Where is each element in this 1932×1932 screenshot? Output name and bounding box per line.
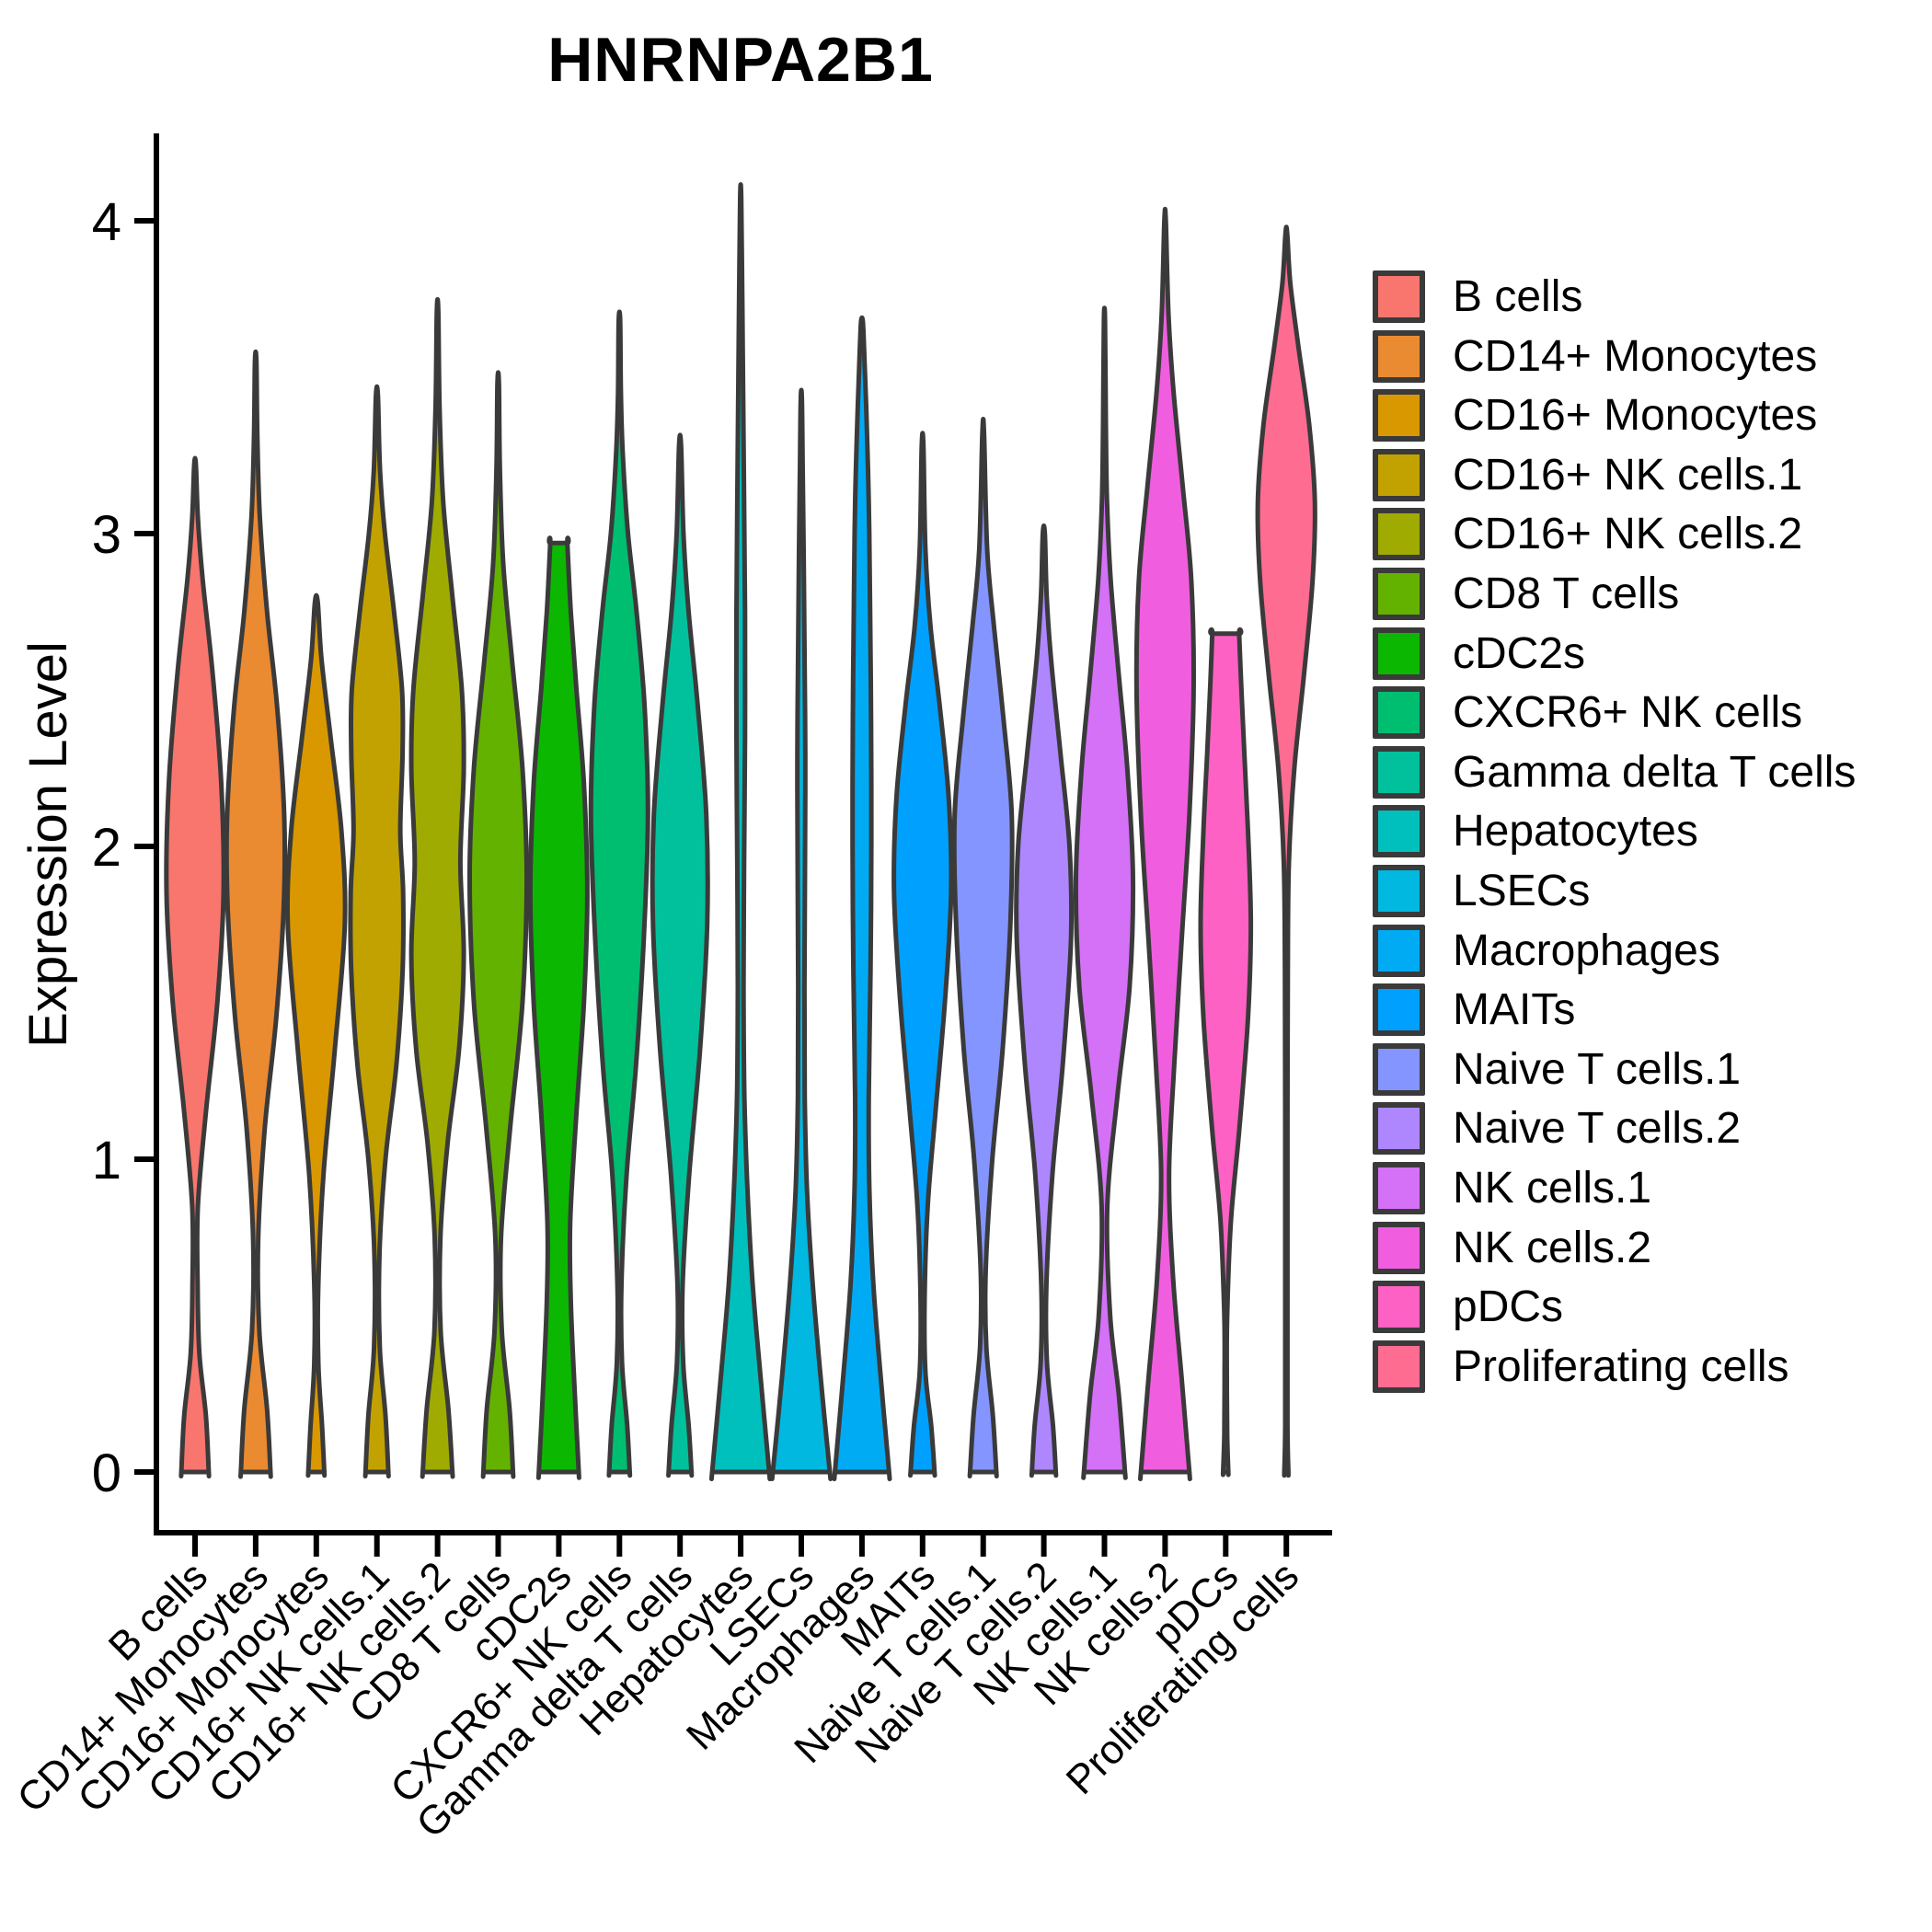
violin-cdc2s [527, 535, 590, 1480]
legend-label-naive-t-cells-2: Naive T cells.2 [1453, 1104, 1742, 1154]
legend-item-cxcr6-nk-cells: CXCR6+ NK cells [1373, 686, 1856, 740]
legend-item-macrophages: Macrophages [1373, 924, 1856, 977]
legend-swatch-proliferating-cells [1373, 1340, 1425, 1393]
legend-item-naive-t-cells-2: Naive T cells.2 [1373, 1102, 1856, 1156]
legend-swatch-cxcr6-nk-cells [1373, 686, 1425, 740]
violin-nk-cells-2 [1133, 206, 1196, 1481]
legend-label-cd8-t-cells: CD8 T cells [1453, 569, 1680, 618]
legend-label-cxcr6-nk-cells: CXCR6+ NK cells [1453, 688, 1803, 738]
legend-item-cd14-monocytes: CD14+ Monocytes [1373, 329, 1856, 383]
y-tick-label: 4 [92, 192, 121, 252]
violin-lsecs [769, 387, 834, 1481]
violin-cxcr6-nk-cells [588, 309, 650, 1478]
legend-swatch-maits [1373, 983, 1425, 1037]
legend-label-proliferating-cells: Proliferating cells [1453, 1341, 1789, 1391]
legend-swatch-nk-cells-1 [1373, 1161, 1425, 1214]
legend-label-hepatocytes: Hepatocytes [1453, 807, 1698, 857]
legend-label-maits: MAITs [1453, 985, 1576, 1035]
legend-swatch-b-cells [1373, 270, 1425, 323]
legend-label-gamma-delta-t-cells: Gamma delta T cells [1453, 747, 1857, 797]
legend-item-cd16-nk-cells-1: CD16+ NK cells.1 [1373, 448, 1856, 501]
legend-item-gamma-delta-t-cells: Gamma delta T cells [1373, 745, 1857, 799]
legend-label-b-cells: B cells [1453, 272, 1583, 321]
legend-swatch-cd8-t-cells [1373, 567, 1425, 620]
legend-label-cdc2s: cDC2s [1453, 628, 1586, 678]
legend-label-naive-t-cells-1: Naive T cells.1 [1453, 1044, 1742, 1094]
violin-proliferating-cells [1255, 224, 1317, 1478]
legend-item-proliferating-cells: Proliferating cells [1373, 1340, 1856, 1393]
plot-title: HNRNPA2B1 [547, 25, 934, 95]
legend-label-cd16-monocytes: CD16+ Monocytes [1453, 391, 1818, 441]
violin-cd8-t-cells [467, 370, 529, 1479]
y-tick-label: 1 [92, 1131, 121, 1190]
y-axis-title: Expression Level [18, 641, 78, 1048]
y-tick-label: 3 [92, 505, 121, 565]
violin-pdcs [1198, 627, 1254, 1478]
legend-item-cd8-t-cells: CD8 T cells [1373, 567, 1856, 620]
violin-cd14-monocytes [224, 349, 288, 1479]
legend-item-cd16-nk-cells-2: CD16+ NK cells.2 [1373, 508, 1856, 561]
legend-label-cd16-nk-cells-1: CD16+ NK cells.1 [1453, 450, 1803, 500]
legend-swatch-cd16-monocytes [1373, 389, 1425, 443]
legend-swatch-nk-cells-2 [1373, 1221, 1425, 1274]
legend-label-cd14-monocytes: CD14+ Monocytes [1453, 331, 1818, 381]
legend-swatch-naive-t-cells-1 [1373, 1042, 1425, 1096]
legend-item-nk-cells-1: NK cells.1 [1373, 1161, 1856, 1214]
violin-b-cells [164, 455, 226, 1478]
violin-macrophages [832, 315, 892, 1481]
legend-swatch-cd16-nk-cells-2 [1373, 508, 1425, 561]
legend-swatch-cdc2s [1373, 627, 1425, 680]
legend-label-nk-cells-1: NK cells.1 [1453, 1163, 1652, 1213]
legend-swatch-naive-t-cells-2 [1373, 1102, 1425, 1156]
legend-item-pdcs: pDCs [1373, 1281, 1856, 1334]
legend-swatch-lsecs [1373, 864, 1425, 917]
legend-item-maits: MAITs [1373, 983, 1856, 1037]
violin-naive-t-cells-2 [1014, 523, 1075, 1478]
violins-group [164, 181, 1317, 1481]
violin-naive-t-cells-1 [951, 416, 1015, 1478]
legend-label-cd16-nk-cells-2: CD16+ NK cells.2 [1453, 510, 1803, 559]
y-tick-label: 2 [92, 818, 121, 878]
legend-item-b-cells: B cells [1373, 270, 1856, 323]
legend-swatch-gamma-delta-t-cells [1373, 745, 1425, 799]
legend-swatch-macrophages [1373, 924, 1425, 977]
legend-label-lsecs: LSECs [1453, 866, 1591, 915]
legend-item-cd16-monocytes: CD16+ Monocytes [1373, 389, 1856, 443]
legend-item-naive-t-cells-1: Naive T cells.1 [1373, 1042, 1856, 1096]
y-tick-label: 0 [92, 1443, 121, 1503]
violin-hepatocytes [708, 181, 773, 1481]
violin-cd16-monocytes [284, 592, 348, 1478]
violin-nk-cells-1 [1073, 305, 1136, 1480]
legend-item-lsecs: LSECs [1373, 864, 1856, 917]
legend-label-nk-cells-2: NK cells.2 [1453, 1223, 1652, 1272]
y-axis-ticks: 0 1 2 3 4 [92, 192, 156, 1503]
legend-label-pdcs: pDCs [1453, 1282, 1564, 1332]
legend-swatch-cd16-nk-cells-1 [1373, 448, 1425, 501]
violin-gamma-delta-t-cells [650, 432, 710, 1478]
legend-label-macrophages: Macrophages [1453, 926, 1720, 975]
violin-cd16-nk-cells-2 [408, 296, 466, 1479]
violin-maits [891, 431, 954, 1478]
legend-swatch-hepatocytes [1373, 805, 1425, 858]
violin-cd16-nk-cells-1 [348, 384, 407, 1478]
legend-swatch-pdcs [1373, 1281, 1425, 1334]
legend-item-hepatocytes: Hepatocytes [1373, 805, 1856, 858]
legend: B cells CD14+ Monocytes CD16+ Monocytes CD1… [1373, 270, 1856, 1399]
legend-swatch-cd14-monocytes [1373, 329, 1425, 383]
legend-item-nk-cells-2: NK cells.2 [1373, 1221, 1856, 1274]
legend-item-cdc2s: cDC2s [1373, 627, 1856, 680]
